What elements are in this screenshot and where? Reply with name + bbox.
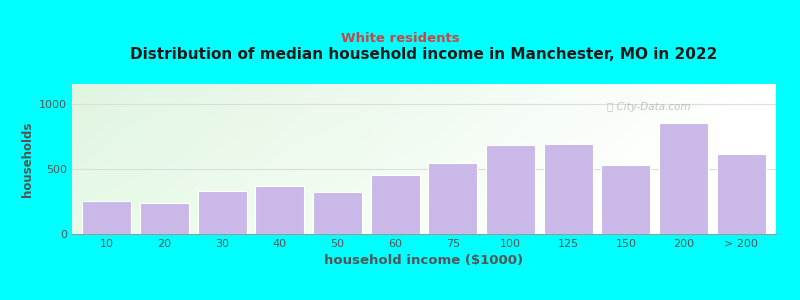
Bar [486,145,535,234]
Bar [717,154,766,234]
Bar [370,175,420,234]
Y-axis label: households: households [21,121,34,197]
Bar [659,123,708,234]
Bar [82,201,131,234]
Bar [544,144,593,234]
Text: Ⓜ City-Data.com: Ⓜ City-Data.com [607,102,690,112]
Bar [428,163,478,234]
Bar [602,165,650,234]
Text: White residents: White residents [341,32,459,44]
Title: Distribution of median household income in Manchester, MO in 2022: Distribution of median household income … [130,47,718,62]
Bar [198,191,246,234]
X-axis label: household income ($1000): household income ($1000) [325,254,523,267]
Bar [313,192,362,234]
Bar [255,186,304,234]
Bar [140,203,189,234]
